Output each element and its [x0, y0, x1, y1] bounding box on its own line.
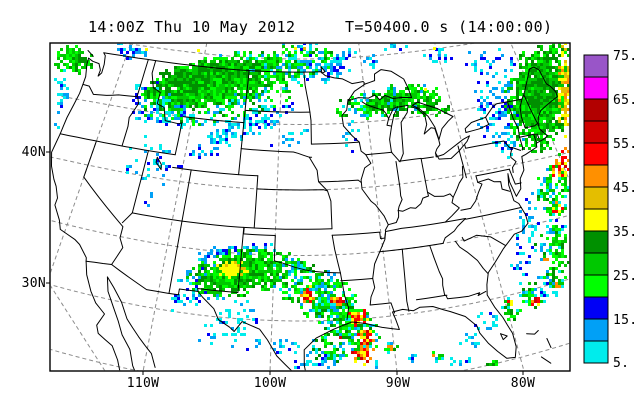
map-frame	[49, 42, 571, 372]
axis-ticks	[46, 151, 524, 375]
cbar-label-15: 15.	[613, 313, 638, 328]
cbar-label-35: 35.	[613, 225, 638, 240]
cbar-label-65: 65.	[613, 93, 638, 108]
lon-label-110w: 110W	[126, 376, 160, 391]
lon-label-80w: 80W	[510, 376, 536, 391]
cbar-label-75: 75.	[613, 49, 638, 64]
lon-label-90w: 90W	[385, 376, 411, 391]
title-model-time: T=50400.0 s (14:00:00)	[345, 18, 553, 36]
state-boundaries	[51, 50, 558, 371]
cbar-label-55: 55.	[613, 137, 638, 152]
cbar-label-45: 45.	[613, 181, 638, 196]
plot-title: 14:00Z Thu 10 May 2012 T=50400.0 s (14:0…	[0, 18, 640, 36]
lon-label-100w: 100W	[253, 376, 287, 391]
lat-label-30n: 30N	[21, 276, 46, 291]
cbar-label-5: 5.	[613, 356, 630, 371]
cbar-label-25: 25.	[613, 269, 638, 284]
precipitation-field	[54, 43, 570, 369]
colorbar	[583, 54, 609, 364]
title-datetime: 14:00Z Thu 10 May 2012	[88, 18, 296, 36]
lat-label-40n: 40N	[21, 145, 46, 160]
